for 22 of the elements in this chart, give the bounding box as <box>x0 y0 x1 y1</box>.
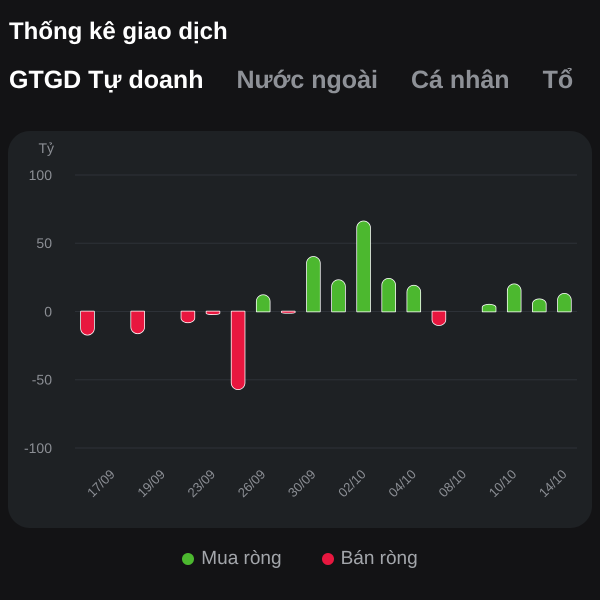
bar <box>331 279 346 312</box>
chart-title: Thống kê giao dịch <box>9 18 228 46</box>
bar <box>406 284 422 312</box>
y-axis-title: Tỷ <box>37 140 54 156</box>
text: Cá nhân <box>410 66 510 95</box>
bar <box>80 310 95 336</box>
legend-label: Bán ròng <box>340 548 418 570</box>
y-tick-label: 0 <box>44 303 52 320</box>
chart-subtitle: GTGD Tự doanh <box>9 66 204 95</box>
bar <box>381 278 396 312</box>
bar <box>130 310 145 334</box>
bar <box>506 283 522 312</box>
y-tick-label: 100 <box>28 166 52 183</box>
y-tick-label: -50 <box>32 372 52 388</box>
bar <box>230 310 246 390</box>
y-tick-label: 50 <box>36 235 52 252</box>
text: Tổ <box>542 66 574 95</box>
y-tick-label: -100 <box>24 440 52 456</box>
bar <box>356 220 371 312</box>
legend-label: Mua ròng <box>201 548 282 570</box>
bar <box>306 256 321 312</box>
text: Nước ngoài <box>236 66 378 95</box>
